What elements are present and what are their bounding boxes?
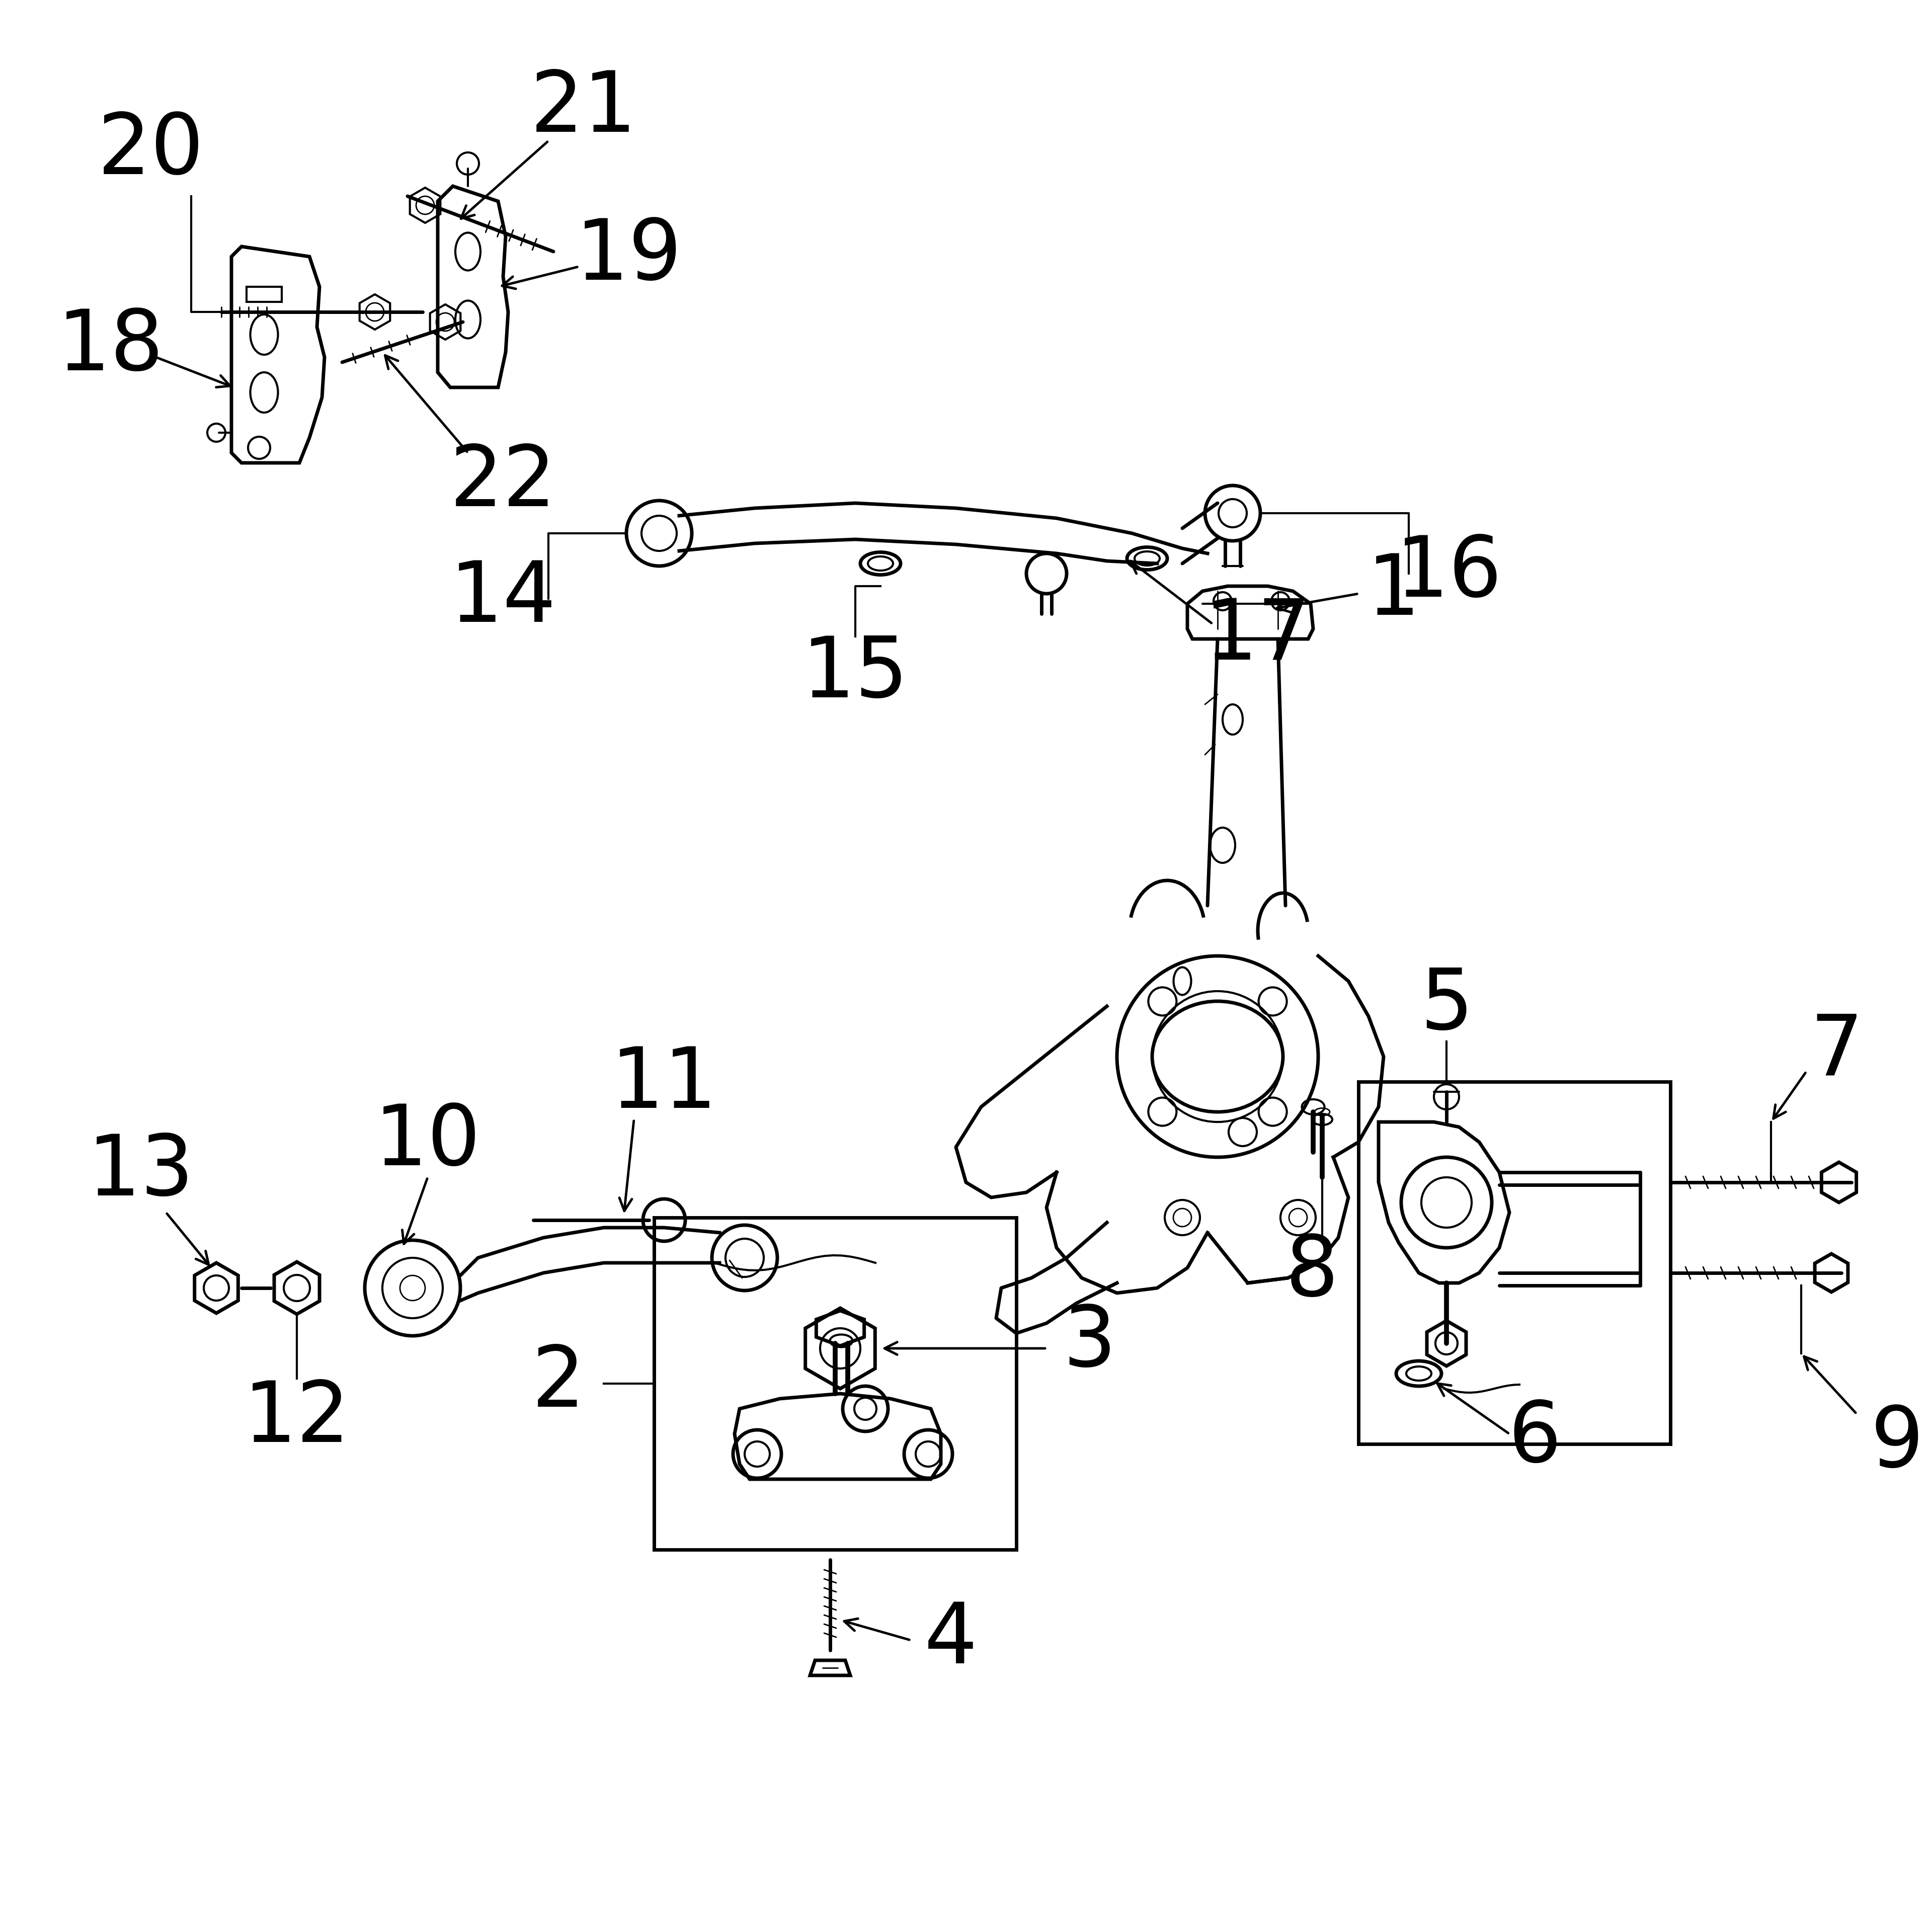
Text: 7: 7	[1810, 1010, 1862, 1092]
Text: 20: 20	[99, 110, 205, 191]
Text: 18: 18	[58, 305, 164, 388]
Text: 19: 19	[576, 216, 682, 298]
Text: 16: 16	[1395, 533, 1503, 614]
Text: 21: 21	[529, 68, 638, 149]
Text: 3: 3	[1063, 1302, 1117, 1385]
Bar	[247, 286, 282, 301]
Bar	[655, 1217, 1016, 1549]
Bar	[1358, 1082, 1671, 1443]
Text: 5: 5	[1420, 966, 1474, 1047]
Text: 6: 6	[1507, 1399, 1561, 1480]
Text: 10: 10	[375, 1101, 481, 1182]
Text: 15: 15	[802, 634, 908, 715]
Text: 22: 22	[450, 442, 556, 524]
Text: 12: 12	[243, 1378, 350, 1461]
Text: 1: 1	[1368, 551, 1420, 632]
Text: 4: 4	[923, 1600, 978, 1681]
Text: 11: 11	[611, 1043, 717, 1124]
Text: 9: 9	[1870, 1403, 1924, 1486]
Text: 17: 17	[1204, 595, 1312, 678]
Text: 8: 8	[1285, 1233, 1339, 1314]
Text: 2: 2	[531, 1343, 585, 1424]
Text: 14: 14	[450, 558, 556, 639]
Text: 13: 13	[87, 1132, 195, 1213]
